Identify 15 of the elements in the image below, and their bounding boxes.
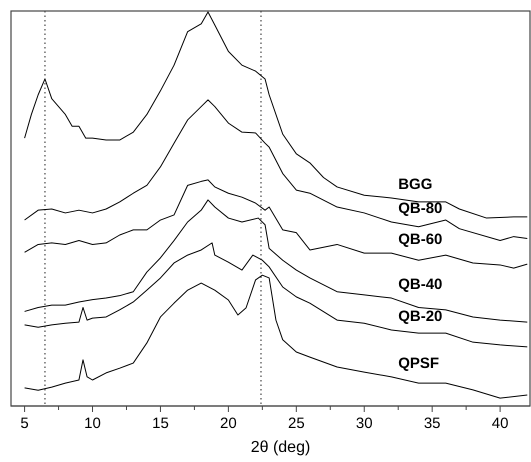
series-label: QPSF bbox=[398, 354, 440, 372]
x-tick-label: 10 bbox=[84, 415, 101, 432]
series-label: QB-60 bbox=[398, 231, 442, 248]
x-tick-label: 20 bbox=[220, 415, 237, 432]
x-tick-label: 5 bbox=[20, 415, 29, 432]
x-tick-label: 25 bbox=[288, 415, 305, 432]
x-tick-label: 15 bbox=[152, 415, 169, 432]
x-tick-label: 35 bbox=[424, 415, 441, 432]
series-label: QB-40 bbox=[398, 276, 442, 294]
x-tick-label: 30 bbox=[356, 415, 373, 432]
x-axis-title: 2θ (deg) bbox=[250, 439, 310, 456]
series-label: QB-80 bbox=[398, 200, 442, 217]
x-tick-label: 40 bbox=[492, 415, 508, 432]
series-label: BGG bbox=[398, 176, 432, 193]
series-label: QB-20 bbox=[398, 308, 442, 325]
